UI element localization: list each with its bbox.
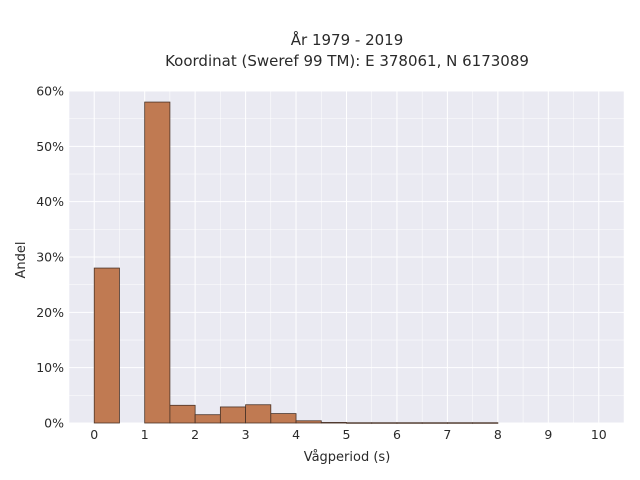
y-tick-label: 50% <box>36 139 64 154</box>
histogram-bar <box>346 422 373 424</box>
histogram-bar <box>93 267 120 424</box>
histogram-bar <box>194 414 221 424</box>
y-tick-label: 30% <box>36 250 64 265</box>
x-tick-label: 4 <box>292 427 300 442</box>
y-axis-ticks: 0% 10% 20% 30% 40% 50% 60% <box>36 84 64 431</box>
histogram-bar <box>144 101 171 424</box>
x-axis-ticks: 0 1 2 3 4 5 6 7 8 9 10 <box>90 427 607 442</box>
x-tick-label: 8 <box>494 427 502 442</box>
y-tick-label: 10% <box>36 360 64 375</box>
x-tick-label: 5 <box>343 427 351 442</box>
x-tick-label: 10 <box>591 427 607 442</box>
y-tick-label: 40% <box>36 194 64 209</box>
histogram-bar <box>270 413 297 424</box>
x-tick-label: 3 <box>242 427 250 442</box>
chart-title-line2: Koordinat (Sweref 99 TM): E 378061, N 61… <box>165 52 529 70</box>
x-axis-label: Vågperiod (s) <box>304 450 391 465</box>
x-tick-label: 9 <box>544 427 552 442</box>
y-tick-label: 60% <box>36 84 64 99</box>
histogram-bars <box>93 101 499 424</box>
histogram-bar <box>169 404 196 424</box>
histogram-bar <box>421 422 448 424</box>
histogram-bar <box>320 422 347 424</box>
x-tick-label: 6 <box>393 427 401 442</box>
histogram-bar <box>472 422 499 424</box>
histogram-bar <box>245 404 272 424</box>
histogram-bar <box>396 422 423 424</box>
x-tick-label: 7 <box>443 427 451 442</box>
chart-title-line1: År 1979 - 2019 <box>291 30 404 49</box>
histogram-bar <box>295 420 322 424</box>
x-tick-label: 2 <box>191 427 199 442</box>
histogram-bar <box>447 422 474 424</box>
histogram-bar <box>371 422 398 424</box>
x-tick-label: 1 <box>141 427 149 442</box>
histogram-bar <box>219 406 246 424</box>
y-tick-label: 20% <box>36 305 64 320</box>
x-tick-label: 0 <box>90 427 98 442</box>
y-tick-label: 0% <box>44 416 64 431</box>
y-axis-label: Andel <box>14 242 29 279</box>
